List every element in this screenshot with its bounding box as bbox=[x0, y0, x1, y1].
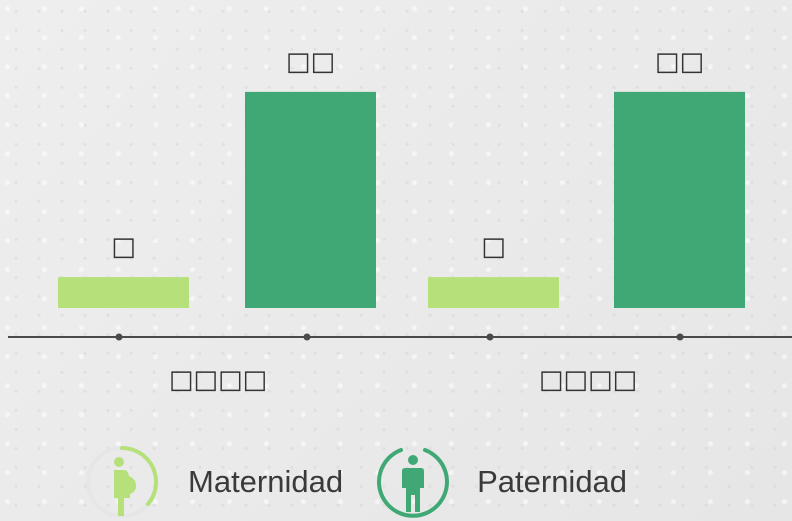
man-icon bbox=[377, 446, 450, 518]
bar-paternidad-group-2 bbox=[614, 91, 745, 308]
data-label-paternidad-group-2: □□ bbox=[655, 47, 704, 77]
axis-tick-dot bbox=[676, 333, 684, 341]
data-label-paternidad-group-1: □□ bbox=[286, 47, 335, 77]
pregnant-woman-icon bbox=[86, 445, 159, 518]
legend-item-paternidad: Paternidad bbox=[373, 442, 627, 521]
category-label-group-1: □□□□ bbox=[169, 365, 267, 395]
axis-tick-dot bbox=[303, 333, 311, 341]
bar-maternidad-group-1 bbox=[58, 277, 189, 308]
bar-paternidad-group-1 bbox=[245, 91, 376, 308]
legend: Maternidad Paternidad bbox=[82, 442, 657, 521]
axis-tick-dot bbox=[115, 333, 123, 341]
legend-label-paternidad: Paternidad bbox=[477, 464, 628, 499]
data-label-maternidad-group-1: □ bbox=[111, 232, 136, 262]
legend-label-maternidad: Maternidad bbox=[188, 464, 344, 499]
bar-maternidad-group-2 bbox=[428, 277, 559, 308]
data-label-maternidad-group-2: □ bbox=[481, 232, 506, 262]
category-label-group-2: □□□□ bbox=[539, 365, 637, 395]
legend-item-maternidad: Maternidad bbox=[82, 442, 343, 521]
axis-tick-dot bbox=[486, 333, 494, 341]
